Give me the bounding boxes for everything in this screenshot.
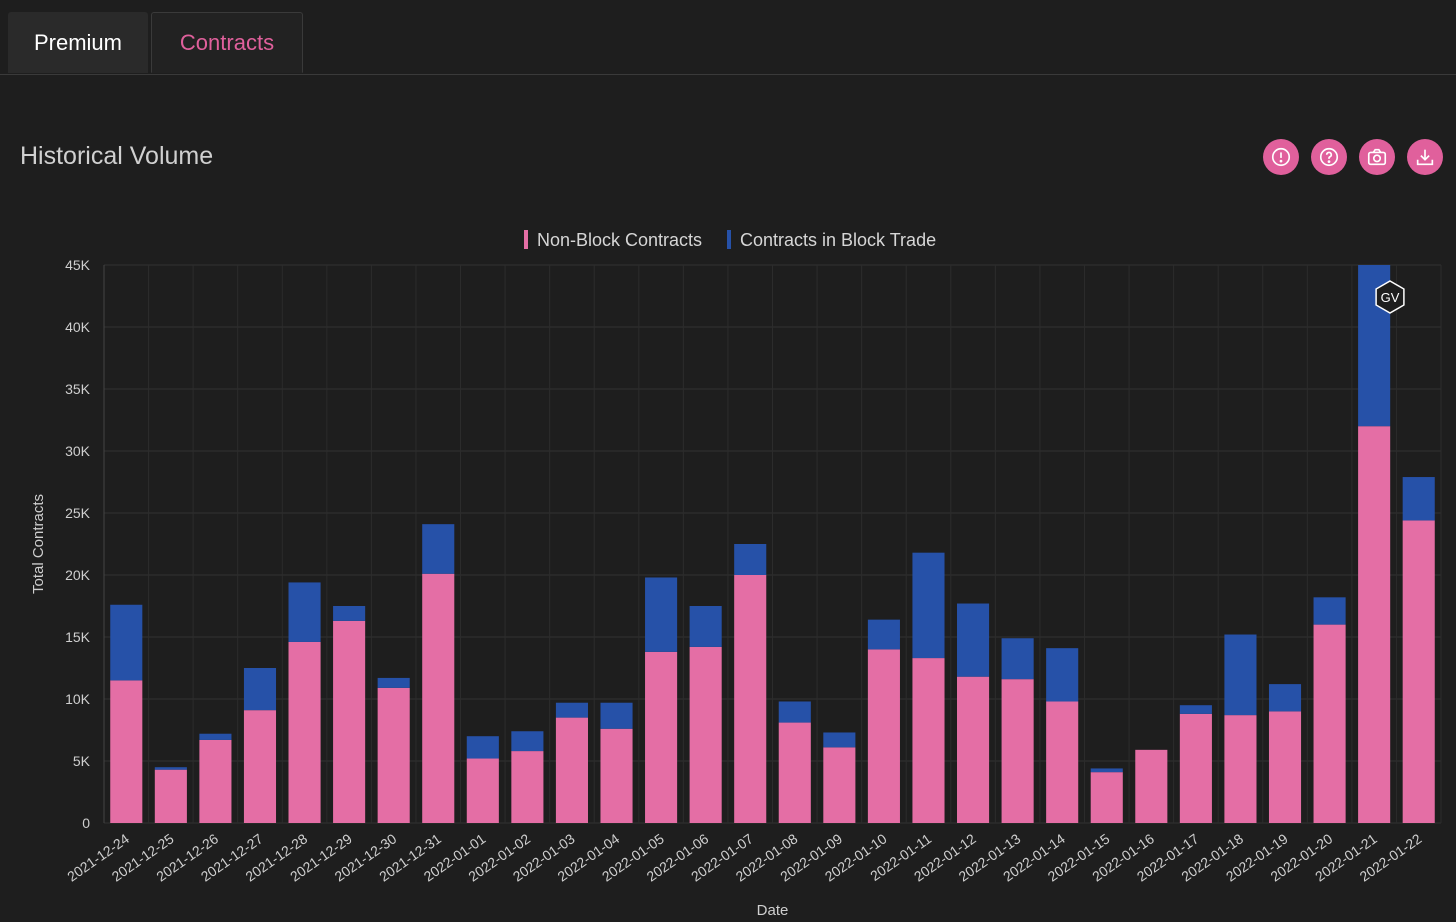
bar-block-trade — [867, 619, 900, 650]
y-tick-label: 35K — [65, 381, 91, 397]
x-axis-title: Date — [757, 902, 789, 919]
bar-block-trade — [555, 702, 588, 718]
legend-label: Contracts in Block Trade — [740, 230, 936, 250]
bar-non-block — [199, 739, 232, 823]
bar-block-trade — [154, 767, 187, 770]
info-button[interactable] — [1263, 139, 1299, 175]
bar-block-trade — [110, 604, 143, 681]
bar-block-trade — [957, 603, 990, 677]
download-button[interactable] — [1407, 139, 1443, 175]
bar-non-block — [466, 758, 499, 823]
legend-swatch — [727, 230, 731, 249]
bar-block-trade — [1268, 684, 1302, 712]
bar-non-block — [823, 747, 856, 823]
bar-non-block — [778, 722, 811, 823]
bar-non-block — [1046, 701, 1079, 823]
tab-bar: Premium Contracts — [0, 0, 1456, 75]
screenshot-button[interactable] — [1359, 139, 1395, 175]
tab-premium[interactable]: Premium — [8, 12, 148, 73]
bar-non-block — [1224, 715, 1257, 823]
download-icon — [1416, 149, 1434, 166]
bar-block-trade — [734, 544, 767, 575]
watermark-text: GV — [1381, 290, 1400, 305]
bar-block-trade — [600, 702, 633, 729]
y-tick-label: 10K — [65, 691, 91, 707]
bar-block-trade — [823, 732, 856, 748]
bar-block-trade — [912, 552, 945, 659]
bar-non-block — [1179, 713, 1212, 823]
help-icon — [1319, 147, 1339, 167]
bar-non-block — [1090, 772, 1123, 823]
y-tick-label: 30K — [65, 443, 91, 459]
bar-non-block — [422, 573, 455, 823]
bar-block-trade — [1001, 638, 1034, 680]
bar-non-block — [110, 680, 143, 823]
y-tick-label: 5K — [73, 753, 91, 769]
bar-block-trade — [243, 668, 277, 711]
bar-non-block — [377, 687, 410, 823]
bar-block-trade — [1402, 477, 1435, 521]
legend-swatch — [524, 230, 528, 249]
bar-block-trade — [377, 677, 410, 688]
bar-block-trade — [689, 606, 722, 647]
watermark-badge-icon — [1375, 280, 1405, 314]
tab-contracts[interactable]: Contracts — [151, 12, 303, 73]
help-button[interactable] — [1311, 139, 1347, 175]
y-tick-label: 45K — [65, 257, 91, 273]
bar-non-block — [957, 676, 990, 823]
bar-block-trade — [1224, 634, 1257, 716]
bar-non-block — [154, 769, 187, 823]
bar-non-block — [511, 751, 544, 823]
info-icon — [1271, 147, 1291, 167]
section-title: Historical Volume — [20, 142, 214, 170]
bar-non-block — [243, 710, 277, 823]
y-tick-label: 15K — [65, 629, 91, 645]
bar-non-block — [1135, 749, 1168, 823]
bar-non-block — [1358, 426, 1391, 823]
bar-block-trade — [1179, 705, 1212, 714]
bar-non-block — [1313, 624, 1346, 823]
bar-non-block — [734, 575, 767, 823]
bar-non-block — [555, 717, 588, 823]
historical-volume-chart: 05K10K15K20K25K30K35K40K45K2021-12-24202… — [30, 230, 1442, 919]
bar-block-trade — [1313, 597, 1346, 625]
bar-block-trade — [288, 582, 321, 642]
y-axis-title: Total Contracts — [30, 494, 47, 594]
bar-block-trade — [1046, 648, 1079, 702]
bar-block-trade — [466, 736, 499, 759]
y-tick-label: 25K — [65, 505, 91, 521]
bar-non-block — [1402, 520, 1435, 823]
bar-block-trade — [422, 524, 455, 574]
bar-non-block — [288, 641, 321, 823]
y-tick-label: 0 — [82, 815, 90, 831]
bar-non-block — [912, 658, 945, 823]
bar-block-trade — [333, 606, 366, 621]
bar-non-block — [689, 646, 722, 823]
bar-non-block — [1268, 711, 1302, 823]
bar-non-block — [333, 620, 366, 823]
bar-non-block — [645, 651, 678, 823]
bar-non-block — [867, 649, 900, 823]
bar-non-block — [1001, 679, 1034, 823]
bar-block-trade — [1090, 768, 1123, 773]
y-tick-label: 20K — [65, 567, 91, 583]
bar-block-trade — [511, 731, 544, 752]
bar-block-trade — [645, 577, 678, 652]
y-tick-label: 40K — [65, 319, 91, 335]
camera-icon — [1367, 148, 1387, 166]
bar-non-block — [600, 728, 633, 823]
bar-block-trade — [199, 733, 232, 740]
legend-label: Non-Block Contracts — [537, 230, 702, 250]
bar-block-trade — [778, 701, 811, 723]
